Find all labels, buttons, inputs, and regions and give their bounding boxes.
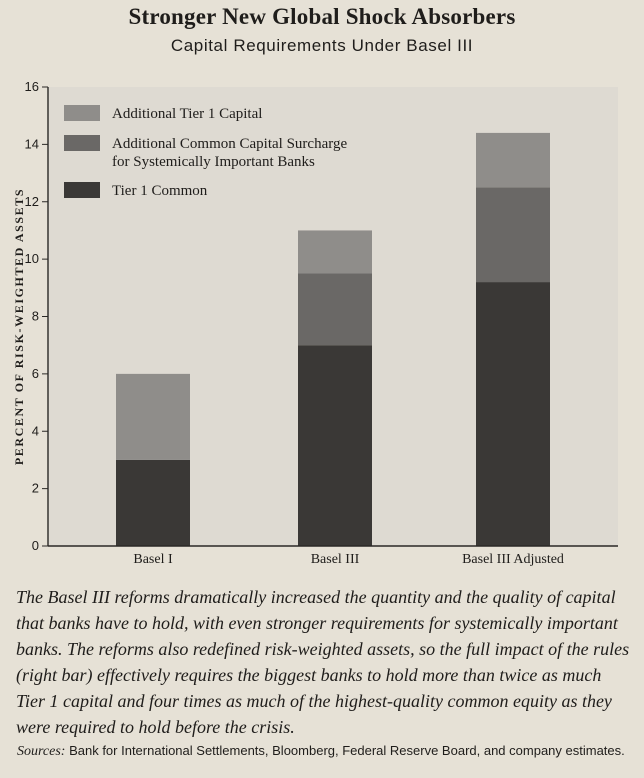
y-tick-label: 10 [25,251,39,266]
y-tick-label: 4 [32,423,39,438]
bar-segment [116,459,190,546]
bar-segment [476,187,550,283]
x-category-label: Basel III Adjusted [462,552,564,567]
y-tick-label: 16 [25,79,39,94]
chart-subtitle: Capital Requirements Under Basel III [170,36,474,55]
x-category-label: Basel I [133,552,173,567]
chart-title: Stronger New Global Shock Absorbers [128,4,516,29]
legend-swatch [64,182,100,198]
bar-segment [116,373,190,460]
legend-swatch [64,135,100,151]
y-tick-label: 2 [32,481,39,496]
y-axis-title: PERCENT OF RISK-WEIGHTED ASSETS [12,188,26,465]
legend-label: for Systemically Important Banks [112,154,315,170]
y-tick-label: 12 [25,194,39,209]
legend-label: Additional Common Capital Surcharge [112,136,347,152]
stacked-bar-chart: 0 2 4 6 8 10 12 14 16 Basel I Basel III Basel III A… [12,79,618,567]
y-tick-label: 8 [32,309,39,324]
sources-text: Bank for International Settlements, Bloo… [65,743,625,758]
y-tick-label: 14 [25,136,39,151]
legend-label: Tier 1 Common [112,183,208,199]
y-tick-label: 6 [32,366,39,381]
x-category-label: Basel III [311,552,360,567]
bar-segment [476,132,550,188]
legend-label: Additional Tier 1 Capital [112,106,262,122]
sources-label: Sources: [17,744,66,759]
bar-segment [476,282,550,546]
bar-segment [298,345,372,546]
bar-segment [298,273,372,346]
y-tick-label: 0 [32,538,39,553]
sources-note: Sources: Bank for International Settleme… [17,743,637,760]
figure-caption: The Basel III reforms dramatically incre… [16,587,630,737]
legend-swatch [64,105,100,121]
bar-segment [298,230,372,274]
